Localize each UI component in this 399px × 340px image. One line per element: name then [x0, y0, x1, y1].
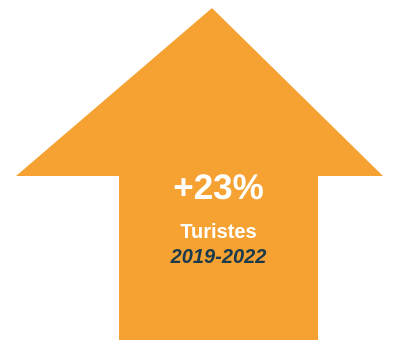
up-arrow-shape [16, 8, 383, 340]
growth-percent: +23% [173, 168, 264, 207]
growth-period: 2019-2022 [170, 246, 267, 268]
growth-subject: Turistes [180, 221, 257, 243]
